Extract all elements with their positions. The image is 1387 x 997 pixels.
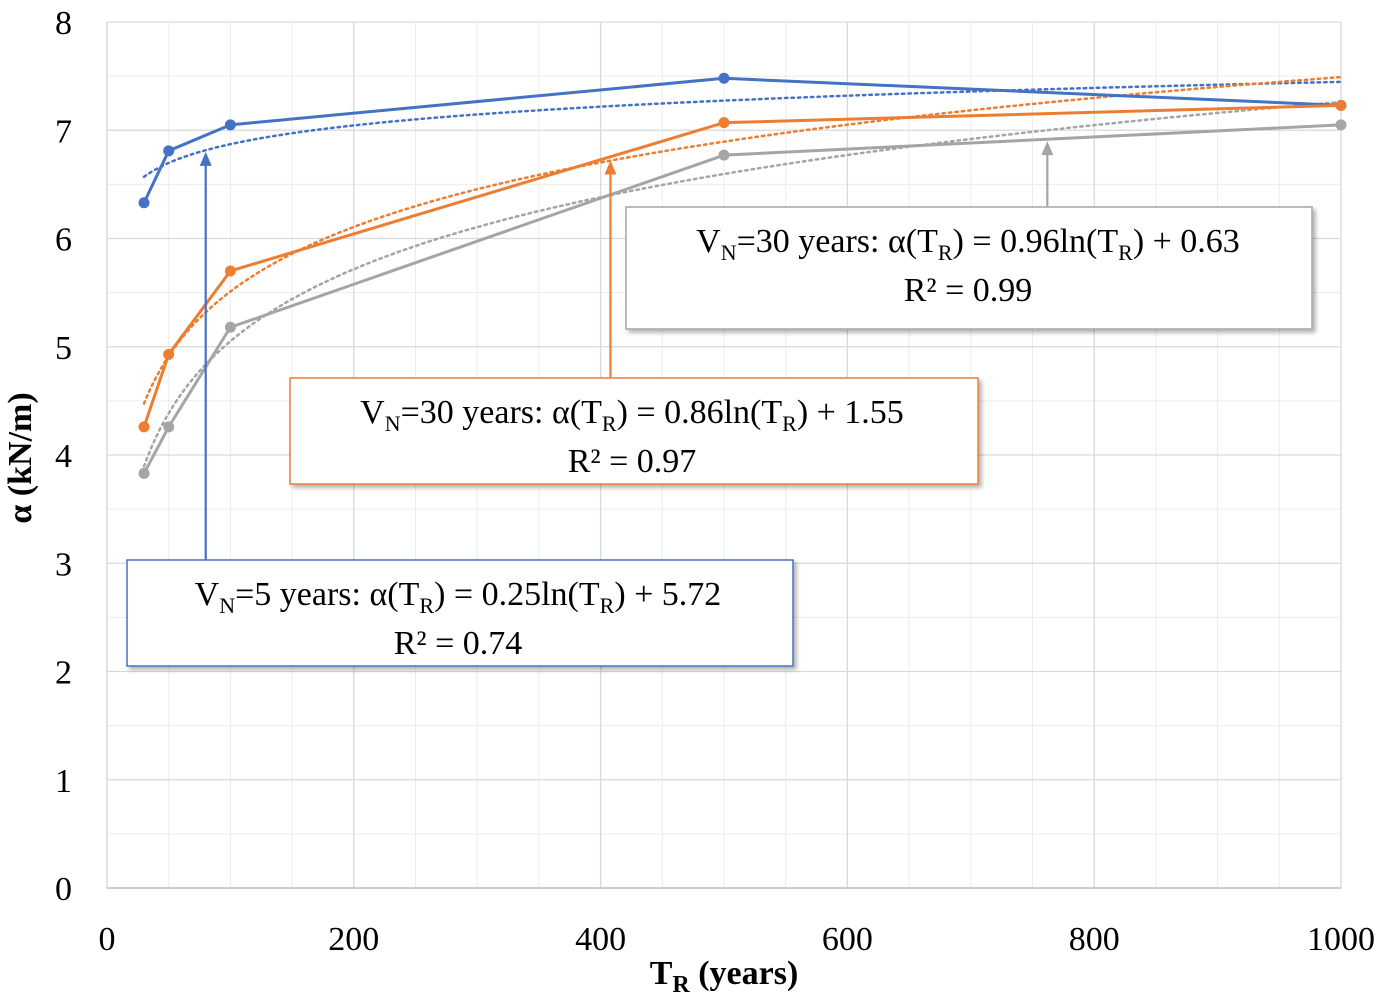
data-point (138, 467, 150, 479)
y-tick-label: 8 (55, 5, 72, 42)
x-tick-label: 1000 (1307, 921, 1375, 958)
data-point (718, 117, 730, 129)
y-tick-label: 1 (55, 763, 72, 800)
y-tick-label: 3 (55, 546, 72, 583)
trendline-0 (142, 80, 1343, 179)
annotation-r-squared: R² = 0.99 (904, 272, 1033, 309)
data-point (224, 119, 236, 131)
annotation-box (625, 206, 1313, 330)
annotation-equation: VN=30 years: α(TR) = 0.96ln(TR) + 0.63 (696, 223, 1240, 265)
data-point (224, 321, 236, 333)
data-point (718, 72, 730, 84)
annotation-equation: VN=5 years: α(TR) = 0.25ln(TR) + 5.72 (195, 576, 722, 618)
annotation-box (289, 377, 979, 485)
y-tick-label: 0 (55, 871, 72, 908)
annotation-2: VN=30 years: α(TR) = 0.96ln(TR) + 0.63 R²… (625, 141, 1313, 330)
trendline-2 (142, 100, 1343, 468)
annotation-1: VN=30 years: α(TR) = 0.86ln(TR) + 1.55 R²… (289, 160, 979, 485)
x-axis-ticks: 0 200 400 600 800 1000 (99, 921, 1376, 958)
x-tick-label: 200 (328, 921, 379, 958)
y-axis-ticks: 0 1 2 3 4 5 6 7 8 (55, 5, 72, 908)
data-point (1335, 119, 1347, 131)
y-tick-label: 5 (55, 330, 72, 367)
y-tick-label: 2 (55, 655, 72, 692)
x-tick-label: 400 (575, 921, 626, 958)
annotation-arrowhead (604, 160, 617, 175)
annotation-equation: VN=30 years: α(TR) = 0.86ln(TR) + 1.55 (360, 394, 904, 436)
y-tick-label: 4 (55, 438, 72, 475)
data-point (138, 421, 150, 433)
x-axis-title: TR (years) (650, 955, 799, 997)
annotation-arrowhead (1041, 141, 1054, 156)
data-point (718, 149, 730, 161)
data-point (163, 348, 175, 360)
x-tick-label: 600 (822, 921, 873, 958)
data-point (1335, 99, 1347, 111)
annotations: VN=5 years: α(TR) = 0.25ln(TR) + 5.72 R² … (126, 141, 1313, 667)
data-series (138, 72, 1347, 479)
trendlines (142, 75, 1343, 468)
data-point (138, 197, 150, 209)
y-tick-label: 7 (55, 113, 72, 150)
x-axis-title-rest: (years) (690, 955, 799, 992)
x-axis-title-main: T (650, 955, 673, 992)
annotation-r-squared: R² = 0.74 (394, 625, 523, 662)
annotation-arrowhead (199, 151, 212, 166)
y-tick-label: 6 (55, 222, 72, 259)
x-tick-label: 800 (1069, 921, 1120, 958)
x-tick-label: 0 (99, 921, 116, 958)
annotation-r-squared: R² = 0.97 (568, 443, 697, 480)
x-axis-title-sub: R (672, 972, 690, 997)
data-point (163, 145, 175, 157)
annotation-0: VN=5 years: α(TR) = 0.25ln(TR) + 5.72 R² … (126, 151, 794, 667)
data-point (224, 265, 236, 277)
data-point (163, 421, 175, 433)
y-axis-title: α (kN/m) (2, 392, 39, 523)
annotation-box (126, 559, 794, 667)
trendline-1 (142, 75, 1343, 405)
